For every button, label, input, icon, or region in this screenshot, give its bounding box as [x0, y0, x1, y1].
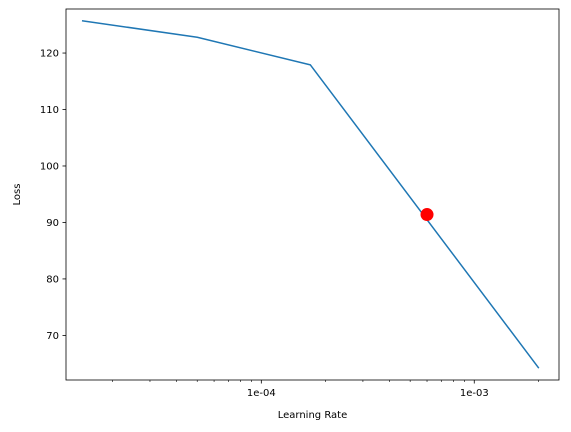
- y-tick-label: 80: [46, 275, 59, 286]
- y-axis-label: Loss: [12, 184, 23, 206]
- highlight-layer: [420, 208, 434, 222]
- y-tick-label: 110: [40, 105, 59, 116]
- y-tick-label: 120: [40, 49, 59, 60]
- x-axis-ticks: 1e-04 1e-03: [247, 380, 489, 399]
- series-layer: [81, 20, 540, 369]
- y-tick-label: 70: [46, 331, 59, 342]
- loss-series-line: [81, 20, 540, 369]
- x-minor-ticks: [112, 380, 539, 382]
- x-tick-label: 1e-04: [247, 388, 276, 399]
- y-tick-label: 90: [46, 218, 59, 229]
- plot-frame: [65, 8, 560, 381]
- suggested-lr-marker: [420, 208, 434, 222]
- x-axis-label: Learning Rate: [278, 410, 348, 421]
- x-tick-label: 1e-03: [460, 388, 489, 399]
- y-tick-label: 100: [40, 162, 59, 173]
- y-axis-ticks: 70 80 90 100 110 120: [40, 49, 66, 342]
